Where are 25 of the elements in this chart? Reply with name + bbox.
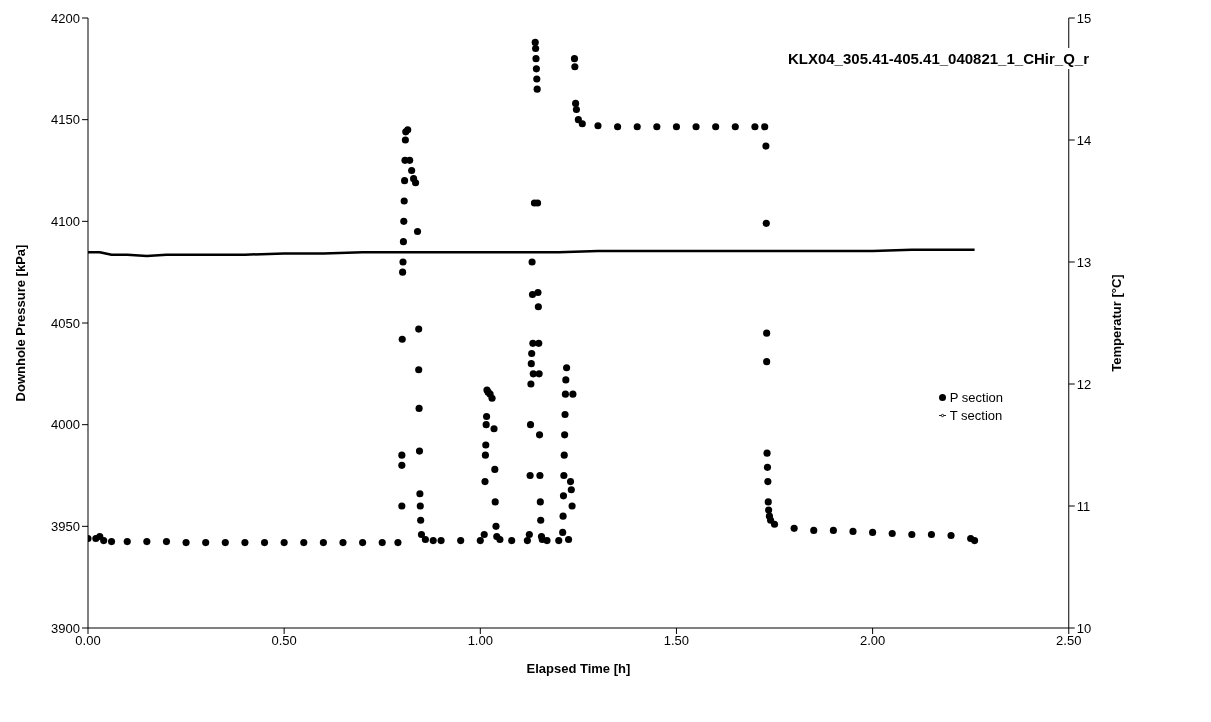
x-tick-label: 2.50 <box>1056 633 1082 649</box>
y-tick-label: 3950 <box>51 518 80 534</box>
x-axis-title: Elapsed Time [h] <box>526 661 631 676</box>
x-tick-label: 1.50 <box>663 633 690 649</box>
legend-label: T section <box>949 408 1003 423</box>
y2-tick-label: 15 <box>1076 10 1092 26</box>
y-tick-label: 4000 <box>51 417 80 433</box>
y-tick-label: 4050 <box>51 315 80 331</box>
y-tick-label: 4150 <box>51 112 80 128</box>
legend-label: P section <box>949 390 1003 405</box>
y2-tick-label: 14 <box>1076 132 1092 148</box>
x-tick-label: 0.00 <box>75 633 101 649</box>
x-tick-label: 2.00 <box>859 633 886 649</box>
text: KLX04_305.41-405.41_040821_1_CHir_Q_r <box>783 48 1093 69</box>
y2-tick-label: 11 <box>1076 498 1091 514</box>
y2-tick-label: 12 <box>1076 376 1092 392</box>
y2-axis-title: Temperatur [°C] <box>1109 274 1125 372</box>
y-tick-label: 4200 <box>51 10 80 26</box>
x-tick-label: 0.50 <box>271 633 297 649</box>
x-tick-label: 1.00 <box>467 633 493 649</box>
y2-tick-label: 10 <box>1076 620 1092 636</box>
y2-tick-label: 13 <box>1076 254 1092 270</box>
y-axis-title: Downhole Pressure [kPa] <box>12 244 28 402</box>
y-tick-label: 3900 <box>51 620 80 636</box>
y-tick-label: 4100 <box>51 213 80 229</box>
